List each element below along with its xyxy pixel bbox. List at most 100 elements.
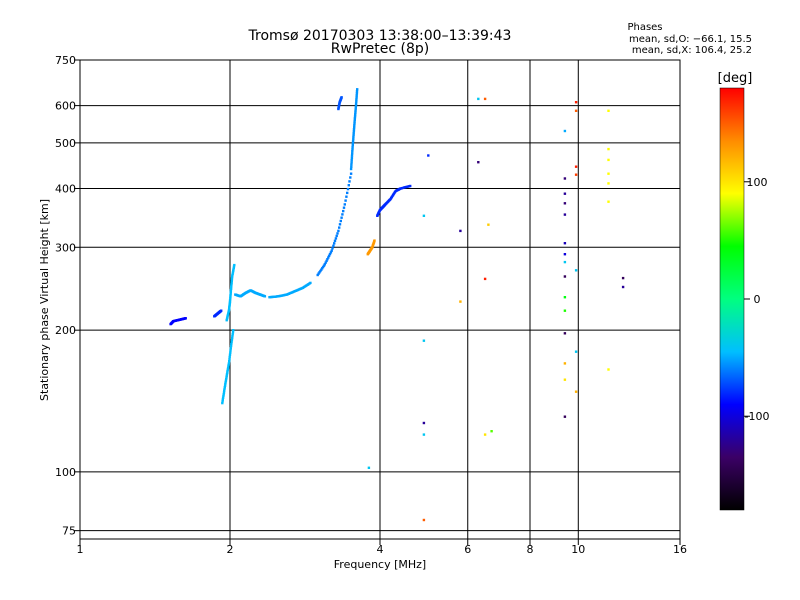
data-point [330, 249, 333, 252]
data-point [322, 264, 326, 267]
phases-box-title: Phases [627, 22, 662, 33]
data-point [225, 376, 228, 379]
y-axis-ticks: 75 100 200 300 400 500 600 750 [55, 54, 80, 538]
data-point [321, 267, 324, 270]
data-point [459, 300, 462, 303]
data-point [351, 145, 354, 149]
data-point [229, 293, 232, 297]
data-point [226, 371, 229, 374]
data-point [340, 96, 343, 99]
data-point [563, 332, 567, 335]
data-point [350, 156, 354, 160]
data-point [563, 296, 567, 299]
data-point [233, 263, 236, 267]
data-point [352, 133, 355, 137]
data-point [350, 154, 354, 157]
data-point [221, 396, 225, 399]
data-point [220, 309, 223, 312]
data-point [230, 342, 233, 346]
data-point [223, 387, 226, 391]
data-point [328, 252, 332, 256]
data-point [355, 98, 358, 101]
data-point [333, 242, 336, 245]
data-point [223, 389, 226, 392]
data-point [229, 344, 233, 348]
data-point [329, 251, 333, 254]
chart-title: Tromsø 20170303 13:38:00–13:39:43 [248, 28, 512, 44]
data-point [354, 106, 357, 109]
data-point [345, 195, 348, 198]
data-point [353, 124, 356, 127]
data-point [230, 338, 234, 342]
data-point [353, 120, 356, 123]
data-point [350, 163, 353, 166]
data-point [422, 214, 426, 217]
data-point [232, 269, 235, 272]
data-point [563, 260, 567, 264]
data-point [350, 161, 353, 164]
data-point [229, 347, 232, 350]
y-tick-label: 750 [55, 54, 76, 67]
x-tick-label: 4 [377, 543, 384, 556]
data-point [326, 258, 329, 261]
data-point [222, 391, 226, 394]
data-point [327, 256, 330, 259]
data-point [477, 161, 480, 164]
data-point [228, 300, 232, 303]
colorbar-tick-label: -100 [745, 410, 770, 423]
data-point [346, 191, 349, 195]
data-point [574, 269, 578, 272]
data-point [225, 373, 229, 376]
data-point [355, 90, 359, 93]
data-point [340, 216, 343, 219]
x-tick-label: 16 [673, 543, 687, 556]
data-point [230, 284, 233, 287]
data-point [459, 229, 462, 233]
x-tick-label: 8 [527, 543, 534, 556]
data-point [350, 165, 353, 168]
data-point [320, 268, 323, 271]
y-axis-label: Stationary phase Virtual Height [km] [38, 199, 51, 401]
data-point [224, 381, 227, 384]
data-point [227, 362, 231, 365]
data-point [351, 141, 355, 145]
x-axis-ticks: 1 2 4 6 8 10 16 [77, 539, 687, 556]
data-point [352, 131, 355, 135]
data-point [354, 111, 357, 114]
data-point [227, 310, 230, 314]
data-point [225, 377, 228, 381]
x-tick-label: 6 [464, 543, 471, 556]
data-point [336, 232, 339, 235]
data-point [607, 109, 610, 112]
data-point [230, 340, 233, 344]
data-point [226, 368, 229, 371]
data-point [230, 278, 234, 281]
data-point [323, 263, 326, 266]
data-point [231, 331, 235, 334]
data-point [221, 401, 224, 405]
data-point [350, 158, 353, 162]
grid-lines [80, 60, 680, 539]
data-point [231, 275, 234, 278]
data-point [354, 107, 357, 111]
data-point [229, 297, 232, 300]
data-point [263, 295, 267, 298]
data-point [353, 116, 357, 120]
data-point [355, 100, 358, 103]
data-point [338, 223, 342, 226]
data-point [563, 378, 567, 381]
data-point [333, 239, 337, 242]
data-point [332, 244, 335, 247]
data-point [318, 271, 321, 274]
data-point [483, 97, 487, 101]
data-point [422, 433, 426, 436]
data-point [231, 271, 235, 274]
data-point [225, 374, 228, 377]
x-tick-label: 10 [571, 543, 585, 556]
data-point [477, 97, 480, 101]
data-point [427, 154, 430, 157]
data-point [338, 226, 341, 229]
x-tick-label: 2 [227, 543, 234, 556]
data-point [349, 172, 353, 175]
data-point [354, 109, 357, 113]
